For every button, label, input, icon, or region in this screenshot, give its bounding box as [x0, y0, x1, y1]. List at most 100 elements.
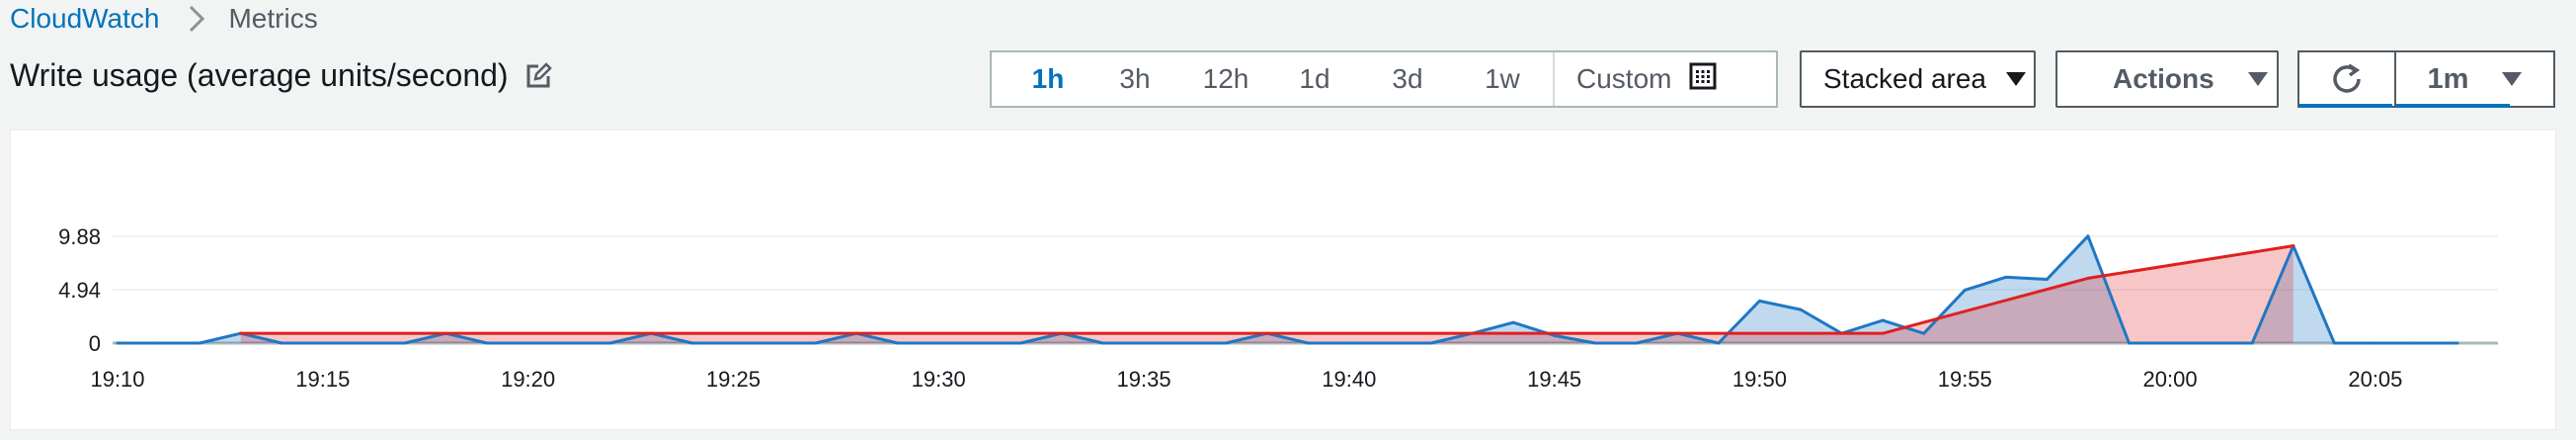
series-1-point [362, 341, 365, 345]
chevron-right-icon [189, 5, 205, 33]
chart-type-dropdown[interactable]: Stacked area [1800, 50, 2036, 108]
calendar-icon [1689, 62, 1717, 97]
series-2-point [2292, 244, 2295, 248]
series-1-point [1429, 341, 1433, 345]
series-1-point [2168, 341, 2172, 345]
series-1-point [1799, 308, 1803, 311]
period-dropdown[interactable]: 1m [2396, 52, 2553, 108]
series-1-point [1388, 341, 1392, 345]
page-title: Write usage (average units/second) [10, 57, 509, 93]
series-1-point [198, 341, 201, 345]
x-tick-label: 19:40 [1322, 367, 1376, 392]
x-tick-label: 19:45 [1527, 367, 1581, 392]
time-range-1w[interactable]: 1w [1485, 63, 1520, 94]
series-1-point [2086, 234, 2090, 238]
actions-label: Actions [2113, 63, 2214, 94]
period-underline [2396, 104, 2510, 108]
series-1-point [772, 341, 776, 345]
series-1-point [403, 341, 407, 345]
refresh-icon [2333, 63, 2361, 93]
series-1-point [321, 341, 325, 345]
refresh-underline [2299, 104, 2392, 108]
time-range-1h[interactable]: 1h [1031, 63, 1065, 94]
x-tick-label: 19:25 [706, 367, 761, 392]
series-1-point [1142, 341, 1146, 345]
custom-range-label: Custom [1576, 63, 1672, 94]
series-1-point [526, 341, 530, 345]
refresh-controls: 1m [2297, 50, 2555, 108]
chart-type-label: Stacked area [1823, 63, 1986, 94]
series-1-point [2210, 341, 2214, 345]
series-1-point [1511, 320, 1515, 324]
series-1-point [2455, 341, 2459, 345]
title-row: Write usage (average units/second) [10, 57, 552, 94]
y-tick-label: 9.88 [58, 224, 101, 249]
x-tick-label: 19:30 [912, 367, 966, 392]
series-1-point [2250, 341, 2254, 345]
time-range-3h[interactable]: 3h [1119, 63, 1151, 94]
series-1-point [731, 341, 735, 345]
series-1-point [2045, 278, 2049, 282]
breadcrumb: CloudWatch Metrics [10, 0, 318, 38]
series-1-point [896, 341, 900, 345]
edit-icon[interactable] [524, 61, 552, 90]
series-1-point [1963, 288, 1967, 292]
period-label: 1m [2427, 62, 2469, 95]
x-tick-label: 19:15 [295, 367, 350, 392]
series-1-point [1717, 341, 1721, 345]
series-1-point [2004, 275, 2008, 279]
series-1-point [1224, 341, 1228, 345]
series-area-1 [118, 235, 2457, 343]
x-tick-label: 20:00 [2143, 367, 2198, 392]
series-1-point [608, 341, 612, 345]
x-tick-label: 19:10 [90, 367, 144, 392]
caret-down-icon [2502, 72, 2523, 86]
series-1-point [1881, 318, 1885, 322]
series-1-point [1018, 341, 1022, 345]
breadcrumb-current: Metrics [228, 3, 318, 34]
series-1-point [485, 341, 489, 345]
y-tick-label: 0 [89, 331, 101, 356]
series-1-point [116, 341, 120, 345]
series-line-1 [118, 234, 2457, 345]
series-1-point [567, 341, 571, 345]
time-range-1d[interactable]: 1d [1299, 63, 1330, 94]
x-tick-label: 19:55 [1938, 367, 1992, 392]
series-1-point [2128, 341, 2132, 345]
series-1-point [2374, 341, 2377, 345]
y-tick-label: 4.94 [58, 278, 101, 303]
x-tick-label: 19:20 [501, 367, 555, 392]
series-2-point [239, 331, 243, 335]
series-1-point [1347, 341, 1351, 345]
refresh-button[interactable] [2299, 52, 2396, 108]
actions-button[interactable]: Actions [2055, 50, 2279, 108]
series-1-point [2414, 341, 2418, 345]
x-tick-label: 19:50 [1732, 367, 1787, 392]
caret-down-icon [2006, 72, 2026, 86]
series-1-point [1306, 341, 1310, 345]
series-2-point [2086, 276, 2090, 280]
chart-panel: 0 4.94 9.88 19:10 19:15 19:20 19:25 19:30 19:35 1… [10, 130, 2556, 430]
series-1-point [1757, 299, 1761, 303]
series-1-point [936, 341, 940, 345]
breadcrumb-cloudwatch-link[interactable]: CloudWatch [10, 3, 160, 34]
series-2-point [1881, 331, 1885, 335]
x-tick-label: 19:35 [1117, 367, 1171, 392]
series-1-point [1100, 341, 1104, 345]
series-line-2 [240, 244, 2294, 335]
series-1-point [1635, 341, 1639, 345]
series-1-point [157, 341, 161, 345]
time-range-3d[interactable]: 3d [1392, 63, 1423, 94]
series-1-point [1593, 341, 1597, 345]
caret-down-icon [2247, 72, 2268, 86]
series-1-point [814, 341, 818, 345]
time-range-12h[interactable]: 12h [1202, 63, 1249, 94]
series-1-point [1183, 341, 1187, 345]
time-range-selector: 1h 3h 12h 1d 3d 1w Custom [990, 50, 1778, 108]
series-1-point [1922, 331, 1926, 335]
series-1-point [690, 341, 694, 345]
x-tick-label: 20:05 [2348, 367, 2402, 392]
custom-range-button[interactable]: Custom [1553, 52, 1738, 106]
series-1-point [280, 341, 283, 345]
